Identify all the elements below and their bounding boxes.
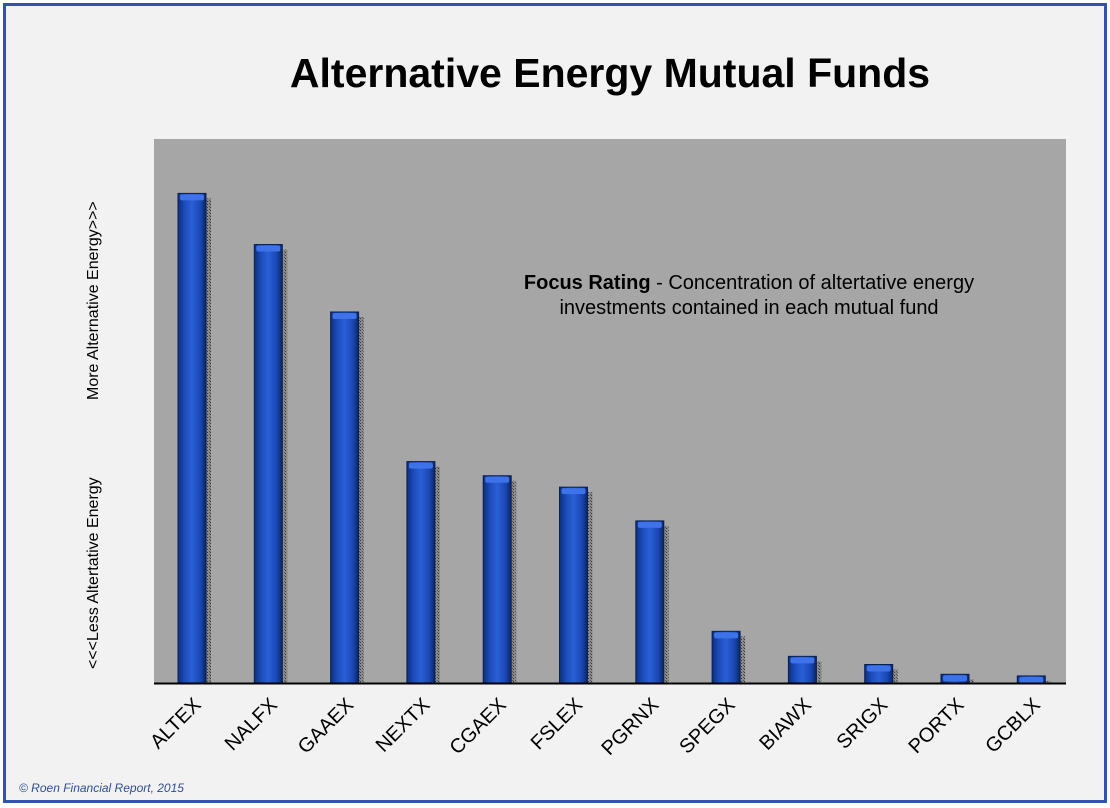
bar-cap-portx — [943, 675, 967, 682]
annotation-bold: Focus Rating — [524, 272, 651, 294]
bar-gaaex — [330, 311, 360, 684]
x-tick-label-nextx: NEXTX — [372, 694, 435, 757]
bar-cap-pgrnx — [637, 521, 662, 528]
x-tick-label-altex: ALTEX — [146, 694, 205, 753]
y-axis-label-high: More Alternative Energy>>> — [85, 201, 102, 400]
bar-cap-cgaex — [485, 476, 510, 483]
bar-cap-srigx — [866, 665, 891, 672]
x-tick-label-spegx: SPEGX — [675, 694, 739, 758]
copyright-footer: © Roen Financial Report, 2015 — [19, 781, 184, 795]
annotation-line-1: Focus Rating - Concentration of altertat… — [524, 272, 974, 294]
x-tick-label-nalfx: NALFX — [221, 694, 282, 755]
x-tick-label-gaaex: GAAEX — [294, 694, 358, 758]
bar-cgaex — [482, 475, 512, 684]
bar-cap-spegx — [714, 632, 739, 639]
bar-cap-nalfx — [256, 245, 281, 252]
bar-cap-altex — [180, 194, 204, 201]
bar-nalfx — [253, 244, 283, 684]
x-tick-label-cgaex: CGAEX — [446, 694, 511, 759]
chart-title: Alternative Energy Mutual Funds — [289, 50, 931, 96]
x-tick-label-srigx: SRIGX — [833, 694, 893, 754]
x-tick-label-portx: PORTX — [905, 694, 969, 758]
bar-nextx — [406, 461, 436, 684]
bar-cap-nextx — [408, 462, 433, 469]
annotation-rest: - Concentration of altertative energy — [651, 272, 975, 294]
plot-area — [154, 139, 1066, 684]
bar-spegx — [711, 630, 741, 684]
x-tick-label-biawx: BIAWX — [755, 694, 816, 755]
bar-altex — [177, 192, 207, 684]
bar-pgrnx — [635, 520, 665, 684]
x-tick-label-fslex: FSLEX — [527, 694, 587, 754]
annotation-line-2: investments contained in each mutual fun… — [559, 297, 938, 319]
x-tick-label-gcblx: GCBLX — [981, 694, 1045, 758]
bar-cap-gaaex — [332, 312, 357, 319]
x-tick-label-pgrnx: PGRNX — [597, 694, 663, 760]
y-axis-label-low: <<<Less Altertative Energy — [85, 477, 102, 669]
bar-cap-fslex — [561, 488, 586, 495]
bar-fslex — [559, 486, 588, 684]
bar-cap-biawx — [790, 657, 815, 664]
bar-cap-gcblx — [1019, 676, 1044, 683]
